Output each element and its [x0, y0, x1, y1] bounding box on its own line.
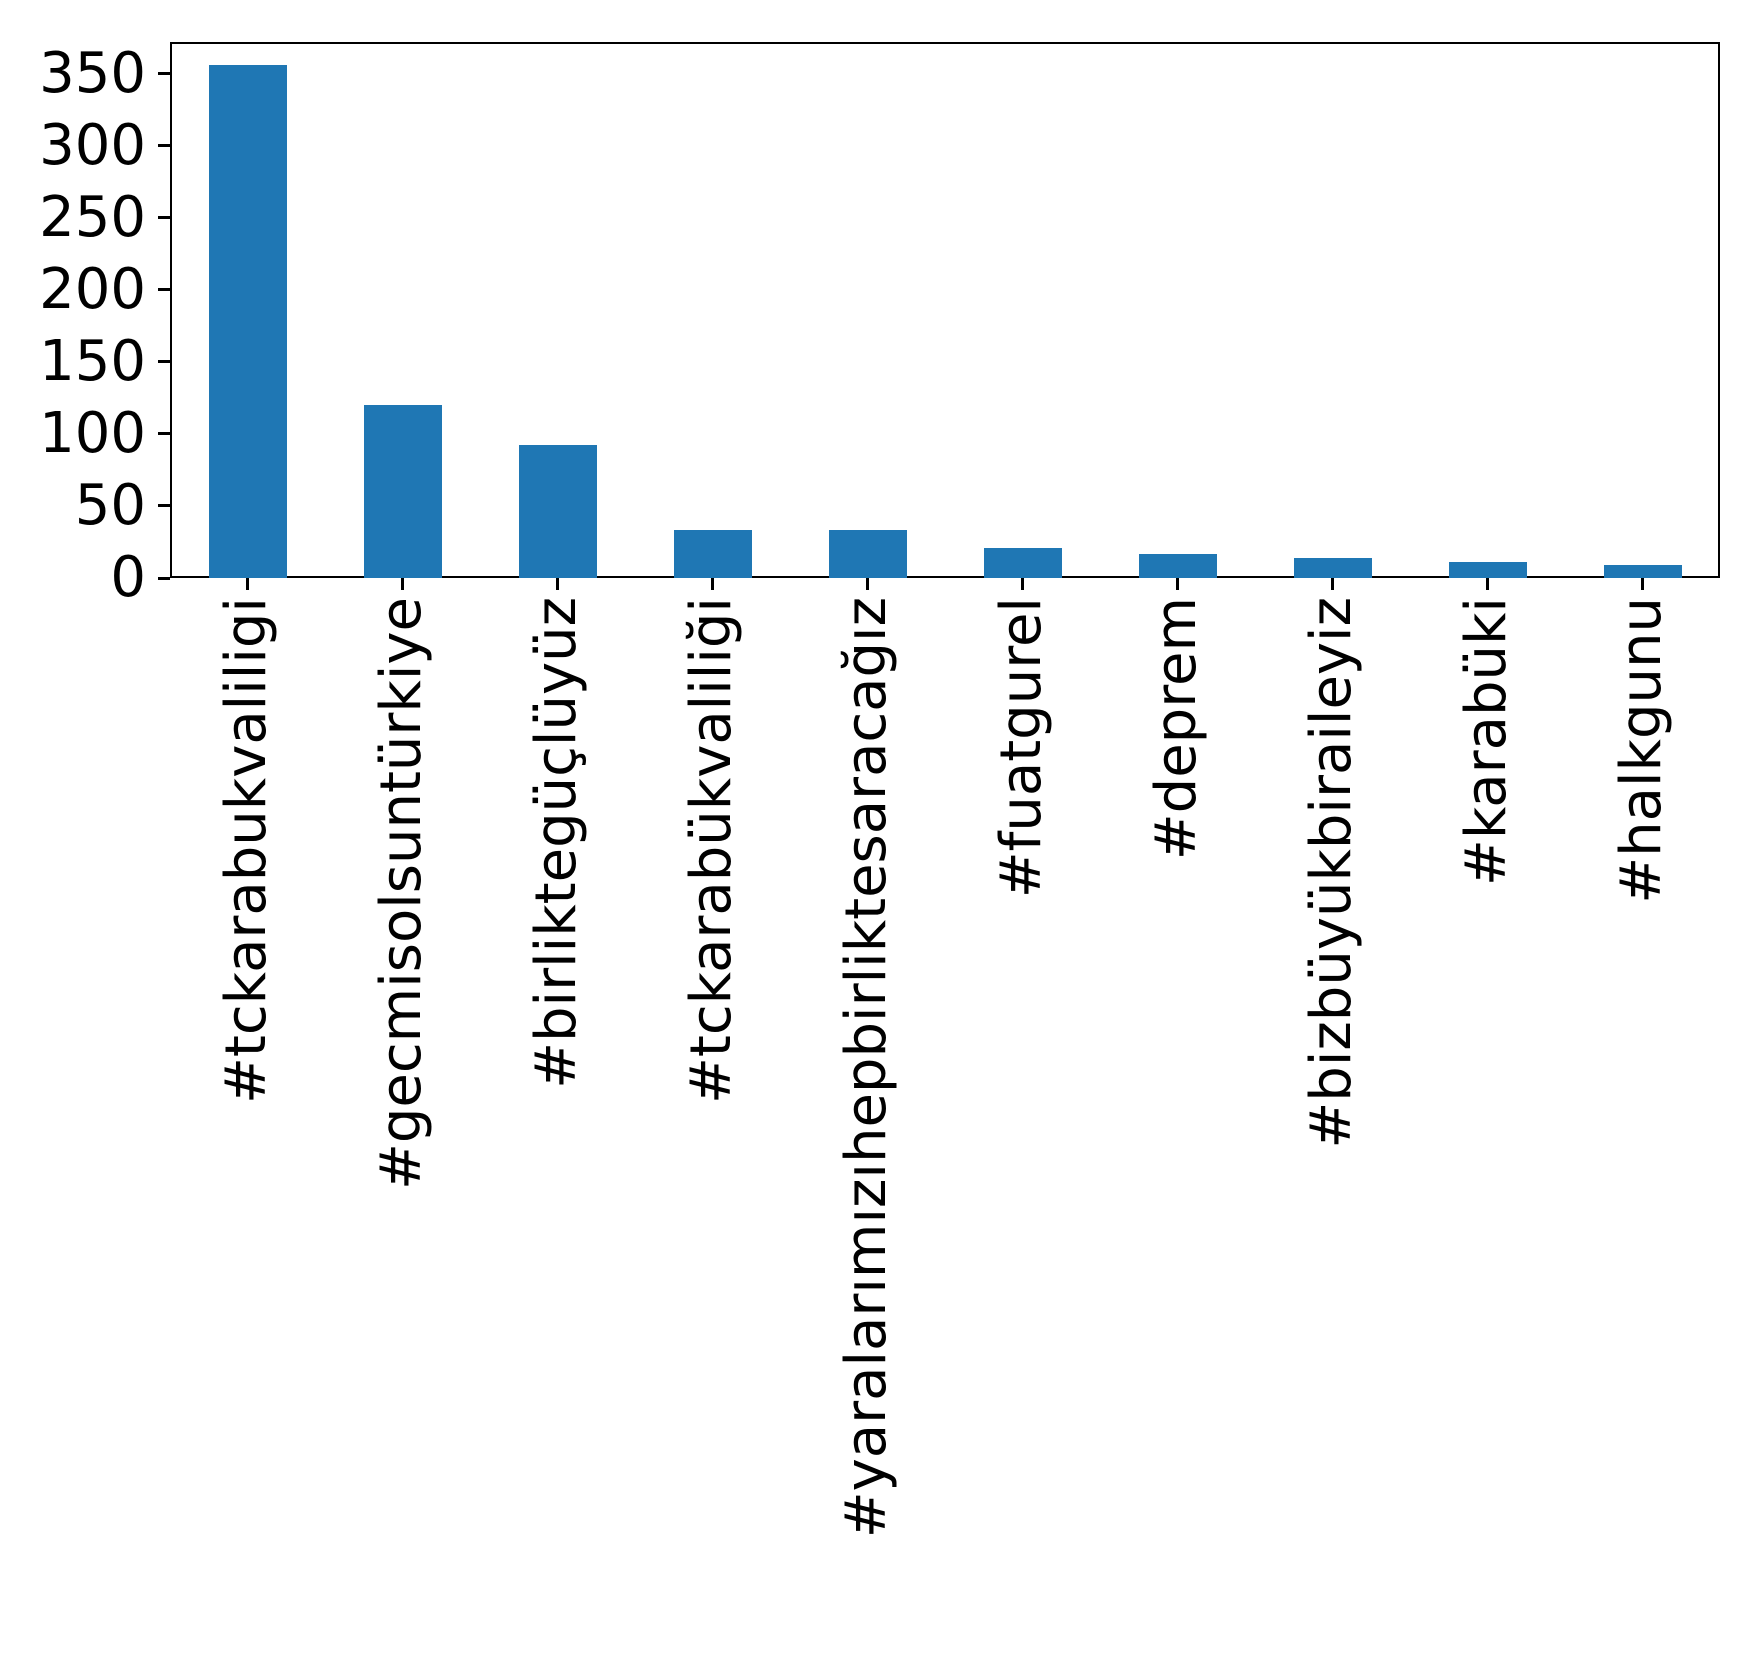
- x-axis-tick: [1641, 578, 1644, 590]
- bar: [673, 530, 752, 578]
- y-axis-tick: [158, 288, 170, 292]
- x-axis-tick: [1331, 578, 1334, 590]
- y-axis-tick-label: 350: [39, 40, 146, 106]
- bar: [983, 547, 1062, 578]
- y-axis-tick: [158, 144, 170, 148]
- y-axis-tick: [158, 72, 170, 76]
- x-axis-tick-label: #karabüki: [1454, 597, 1520, 887]
- bar: [1138, 553, 1217, 578]
- y-axis-tick-label: 300: [39, 112, 146, 178]
- x-axis-tick: [866, 578, 869, 590]
- x-axis-tick: [1021, 578, 1024, 590]
- bar: [1603, 565, 1682, 578]
- x-axis-tick: [711, 578, 714, 590]
- x-axis-tick-label: #birliktegüçlüyüz: [524, 597, 590, 1089]
- y-axis-tick: [158, 216, 170, 220]
- y-axis-tick: [158, 576, 170, 580]
- x-axis-tick: [1176, 578, 1179, 590]
- x-axis-tick: [556, 578, 559, 590]
- bar: [518, 445, 597, 578]
- y-axis-tick-label: 150: [39, 328, 146, 394]
- x-axis-tick: [1486, 578, 1489, 590]
- x-axis-tick-label: #tckarabukvaliligi: [214, 597, 280, 1105]
- bar: [363, 405, 442, 578]
- y-axis-tick-label: 250: [39, 184, 146, 250]
- x-axis-tick-label: #tckarabükvaliliği: [679, 597, 745, 1105]
- bar: [208, 65, 287, 578]
- x-axis-tick-label: #deprem: [1144, 597, 1210, 861]
- x-axis-tick: [401, 578, 404, 590]
- x-axis-tick: [246, 578, 249, 590]
- y-axis-tick-label: 50: [74, 472, 146, 538]
- y-axis-tick-label: 200: [39, 256, 146, 322]
- y-axis-tick-label: 0: [110, 545, 146, 610]
- y-axis-tick: [158, 432, 170, 436]
- y-axis-tick: [158, 504, 170, 508]
- x-axis-tick-label: #yaralarımızıhepbirliktesaracağız: [834, 597, 900, 1539]
- x-axis-tick-label: #halkgunu: [1609, 597, 1675, 904]
- x-axis-tick-label: #fuatgurel: [989, 597, 1055, 899]
- x-axis-tick-label: #gecmisolsuntürkiye: [369, 597, 435, 1191]
- y-axis-tick-label: 100: [39, 400, 146, 466]
- y-axis-tick: [158, 360, 170, 364]
- x-axis-tick-label: #bizbüyükbiraileyiz: [1299, 597, 1365, 1149]
- bar: [828, 530, 907, 578]
- bar: [1448, 562, 1527, 578]
- bar: [1293, 557, 1372, 578]
